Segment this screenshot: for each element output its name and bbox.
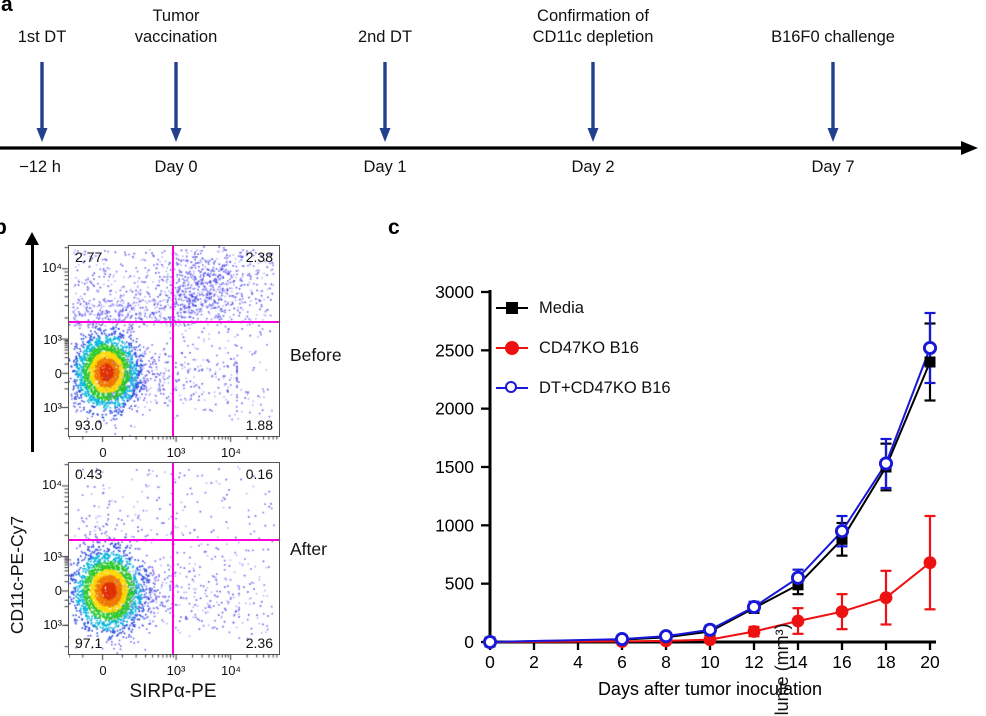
- panel-label-c: c: [388, 216, 400, 239]
- svg-text:8: 8: [661, 652, 671, 672]
- flow-xtick-label: 10⁴: [220, 445, 242, 460]
- svg-text:4: 4: [573, 652, 583, 672]
- flow-xtick-label: 10³: [166, 663, 186, 678]
- flow-xtick-label: 0: [99, 445, 107, 460]
- chart-legend: Media CD47KO B16 DT+CD47KO B16: [496, 296, 671, 400]
- svg-text:20: 20: [920, 652, 940, 672]
- svg-text:18: 18: [876, 652, 895, 672]
- timeline-time-label: −12 h: [19, 158, 61, 176]
- quadrant-pct-bottom-right: 1.88: [245, 417, 273, 433]
- svg-text:12: 12: [744, 652, 763, 672]
- timeline-time-label: Day 2: [571, 158, 615, 176]
- timeline-event-label: 2nd DT: [357, 28, 413, 46]
- timeline-event-label: B16F0 challenge: [771, 28, 895, 46]
- legend-marker-filled-square: [496, 301, 528, 316]
- flow-xtick-label: 0: [99, 663, 107, 678]
- quadrant-pct-top-left: 0.43: [75, 466, 103, 482]
- flow-y-axis-label: CD11c-PE-Cy7: [7, 515, 27, 635]
- timeline-time-label: Day 1: [363, 158, 407, 176]
- after-label: After: [290, 539, 327, 559]
- svg-text:1500: 1500: [435, 457, 474, 477]
- timeline-time-label: Day 0: [154, 158, 198, 176]
- svg-text:0: 0: [464, 632, 474, 652]
- timeline-event-label: Confirmation of CD11c depletion: [532, 7, 654, 46]
- panel-label-a: a: [1, 0, 13, 16]
- flow-gate-horizontal: [69, 539, 279, 542]
- flow-ytick-label: 10³: [43, 549, 62, 564]
- flow-ytick-rail: [58, 246, 68, 436]
- chart-svg: 0 500 1000 1500 2000 2500 3000 0 2 4 6 8 10 12 14 16 18 2…: [435, 282, 940, 699]
- flow-xtick-label: 10³: [166, 445, 186, 460]
- timeline-svg: [0, 62, 978, 155]
- svg-text:6: 6: [617, 652, 627, 672]
- svg-text:0: 0: [485, 652, 495, 672]
- flow-ytick-label: 10³: [43, 400, 62, 415]
- svg-text:2: 2: [529, 652, 539, 672]
- legend-marker-filled-circle: [496, 341, 528, 356]
- svg-text:Days after tumor inoculation: Days after tumor inoculation: [598, 679, 822, 699]
- flow-scatter-canvas: [69, 246, 279, 436]
- legend-label: DT+CD47KO B16: [539, 378, 671, 397]
- timeline-event-label: Tumor vaccination: [134, 7, 218, 46]
- panel-label-b: b: [0, 216, 7, 239]
- tumor-volume-chart: 0 500 1000 1500 2000 2500 3000 0 2 4 6 8 10 12 14 16 18 2…: [380, 240, 986, 716]
- svg-text:2000: 2000: [435, 399, 474, 419]
- flow-plot-before: 2.77 2.38 93.0 1.88 10⁴ 10³ 0 10³ 0 10³ …: [42, 245, 280, 460]
- flow-xtick-rail: [69, 436, 279, 446]
- svg-text:1000: 1000: [435, 515, 474, 535]
- quadrant-pct-top-right: 0.16: [245, 466, 273, 482]
- svg-text:2500: 2500: [435, 340, 474, 360]
- flow-ytick-label: 10⁴: [41, 260, 62, 275]
- svg-text:10: 10: [700, 652, 720, 672]
- svg-text:16: 16: [832, 652, 851, 672]
- flow-ytick-label: 0: [54, 366, 62, 381]
- quadrant-pct-bottom-left: 93.0: [75, 417, 103, 433]
- flow-y-axis-arrow: [31, 244, 34, 452]
- quadrant-pct-top-right: 2.38: [245, 249, 273, 265]
- quadrant-pct-top-left: 2.77: [75, 249, 103, 265]
- legend-item: DT+CD47KO B16: [496, 376, 671, 400]
- chart-y-axis-label: Tumor volume (mm³): [772, 623, 792, 716]
- flow-ytick-label: 10³: [43, 332, 62, 347]
- legend-item: Media: [496, 296, 671, 320]
- flow-y-axis-arrow-head: [25, 232, 39, 245]
- flow-gate-horizontal: [69, 321, 279, 324]
- svg-text:14: 14: [788, 652, 808, 672]
- legend-label: CD47KO B16: [539, 338, 639, 357]
- flow-x-axis-label: SIRPα-PE: [129, 681, 217, 702]
- legend-item: CD47KO B16: [496, 336, 671, 360]
- legend-marker-open-circle: [496, 381, 528, 396]
- flow-xtick-label: 10⁴: [220, 663, 242, 678]
- timeline-event-label: 1st DT: [17, 28, 67, 46]
- flow-gate-vertical: [171, 246, 174, 436]
- quadrant-pct-bottom-right: 2.36: [245, 635, 273, 651]
- quadrant-pct-bottom-left: 97.1: [75, 635, 103, 651]
- flow-ytick-label: 10⁴: [41, 477, 62, 492]
- flow-scatter-canvas: [69, 463, 279, 654]
- flow-gate-vertical: [171, 463, 174, 654]
- flow-ytick-label: 10³: [43, 617, 62, 632]
- before-label: Before: [290, 345, 342, 365]
- flow-xtick-rail: [69, 654, 279, 664]
- legend-label: Media: [539, 298, 584, 317]
- flow-ytick-label: 0: [54, 583, 62, 598]
- timeline-time-label: Day 7: [811, 158, 855, 176]
- svg-text:500: 500: [445, 574, 474, 594]
- svg-text:3000: 3000: [435, 282, 474, 302]
- flow-ytick-rail: [58, 463, 68, 654]
- panel-a-timeline: a 1st DT Tumor vaccination 2nd DT Confir…: [0, 0, 986, 190]
- flow-plot-after: 0.43 0.16 97.1 2.36 10⁴ 10³ 0 10³ 0 10³ …: [42, 462, 280, 678]
